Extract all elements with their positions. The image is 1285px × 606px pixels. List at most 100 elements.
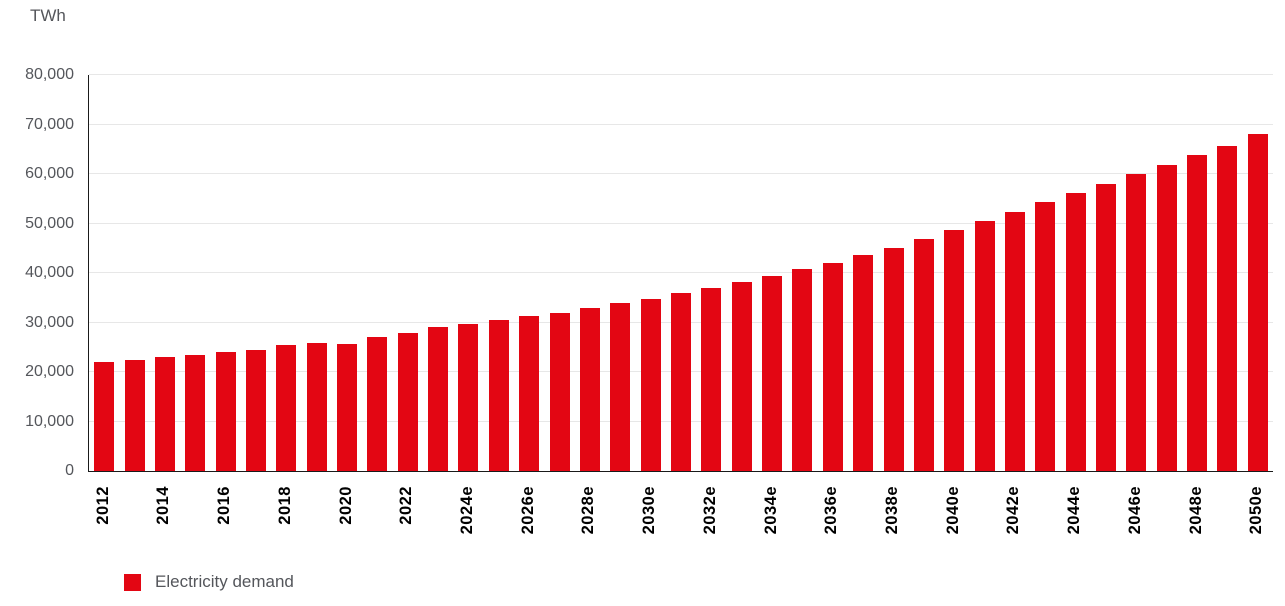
bar-2015 xyxy=(185,355,206,471)
y-tick-label-40000: 40,000 xyxy=(25,264,74,281)
x-tick-label-2024e: 2024e xyxy=(457,486,476,535)
x-tick-label-2042e: 2042e xyxy=(1004,486,1023,535)
bar-2029e xyxy=(610,303,631,471)
x-tick-label-2030e: 2030e xyxy=(640,486,659,535)
bar-slot-2039e xyxy=(909,75,939,471)
x-slot-2032e: 2032e xyxy=(695,486,725,570)
bar-slot-2041e xyxy=(969,75,999,471)
legend-color-swatch-icon xyxy=(124,573,141,591)
gridline-40000 xyxy=(89,272,1273,273)
x-slot-2038e: 2038e xyxy=(877,486,907,570)
bar-slot-2020 xyxy=(332,75,362,471)
bar-slot-2044e xyxy=(1061,75,1091,471)
bar-2021 xyxy=(367,336,388,471)
bar-2050e xyxy=(1247,133,1268,471)
x-slot-2028e: 2028e xyxy=(574,486,604,570)
plot-area xyxy=(88,74,1273,472)
bar-2024e xyxy=(458,323,479,471)
x-tick-label-2018: 2018 xyxy=(275,486,294,525)
x-tick-label-2044e: 2044e xyxy=(1065,486,1084,535)
bar-slot-2043e xyxy=(1030,75,1060,471)
bar-2045e xyxy=(1096,183,1117,471)
bar-2049e xyxy=(1217,145,1238,471)
bar-2046e xyxy=(1126,174,1147,471)
y-tick-label-0: 0 xyxy=(65,462,74,479)
x-tick-label-2012: 2012 xyxy=(93,486,112,525)
bar-slot-2035e xyxy=(787,75,817,471)
x-slot-2044e: 2044e xyxy=(1060,486,1090,570)
x-tick-label-2028e: 2028e xyxy=(579,486,598,535)
x-tick-label-2050e: 2050e xyxy=(1247,486,1266,535)
x-slot-2042e: 2042e xyxy=(999,486,1029,570)
bar-2044e xyxy=(1065,193,1086,471)
bar-2047e xyxy=(1156,165,1177,471)
x-slot-2034e: 2034e xyxy=(756,486,786,570)
bar-2040e xyxy=(944,229,965,471)
bar-slot-2023 xyxy=(423,75,453,471)
x-tick-label-2016: 2016 xyxy=(215,486,234,525)
y-tick-label-20000: 20,000 xyxy=(25,363,74,380)
bar-slot-2014 xyxy=(150,75,180,471)
bar-2017 xyxy=(245,350,266,471)
bar-slot-2050e xyxy=(1243,75,1273,471)
bar-slot-2033e xyxy=(727,75,757,471)
bar-2019 xyxy=(306,342,327,471)
x-slot-2029e xyxy=(604,486,634,570)
gridline-80000 xyxy=(89,74,1273,75)
x-slot-2039e xyxy=(908,486,938,570)
y-tick-label-30000: 30,000 xyxy=(25,313,74,331)
gridline-60000 xyxy=(89,173,1273,174)
bar-2039e xyxy=(913,238,934,471)
bar-2031e xyxy=(671,293,691,471)
x-slot-2031e xyxy=(665,486,695,570)
x-slot-2049e xyxy=(1211,486,1241,570)
x-tick-label-2046e: 2046e xyxy=(1125,486,1144,535)
x-slot-2015 xyxy=(179,486,209,570)
bar-slot-2046e xyxy=(1121,75,1151,471)
bar-slot-2032e xyxy=(696,75,726,471)
x-tick-label-2040e: 2040e xyxy=(943,486,962,535)
x-slot-2046e: 2046e xyxy=(1120,486,1150,570)
x-slot-2047e xyxy=(1151,486,1181,570)
bar-2012 xyxy=(94,362,115,471)
x-slot-2017 xyxy=(240,486,270,570)
legend: Electricity demand xyxy=(124,572,294,592)
bar-slot-2028e xyxy=(575,75,605,471)
y-tick-label-10000: 10,000 xyxy=(25,412,74,430)
bar-2037e xyxy=(853,255,874,471)
y-axis-unit-label: TWh xyxy=(30,6,66,25)
bar-slot-2036e xyxy=(818,75,848,471)
bar-2022 xyxy=(397,332,418,471)
bar-slot-2037e xyxy=(848,75,878,471)
bar-2034e xyxy=(762,276,783,471)
x-slot-2036e: 2036e xyxy=(817,486,847,570)
bar-2025e xyxy=(488,320,509,471)
bar-slot-2015 xyxy=(180,75,210,471)
x-slot-2027e xyxy=(543,486,573,570)
x-slot-2030e: 2030e xyxy=(634,486,664,570)
x-tick-label-2026e: 2026e xyxy=(518,486,537,535)
bar-2013 xyxy=(124,360,145,471)
x-slot-2048e: 2048e xyxy=(1181,486,1211,570)
x-tick-label-2014: 2014 xyxy=(154,486,173,525)
bar-slot-2013 xyxy=(119,75,149,471)
bar-2036e xyxy=(822,262,843,471)
bar-slot-2025e xyxy=(484,75,514,471)
bar-slot-2034e xyxy=(757,75,787,471)
bar-2026e xyxy=(519,316,540,471)
x-tick-label-2034e: 2034e xyxy=(761,486,780,535)
x-slot-2024e: 2024e xyxy=(452,486,482,570)
bar-2032e xyxy=(701,287,722,471)
x-tick-label-2036e: 2036e xyxy=(822,486,841,535)
x-tick-label-2048e: 2048e xyxy=(1186,486,1205,535)
x-slot-2037e xyxy=(847,486,877,570)
bar-2023 xyxy=(428,327,449,471)
bar-slot-2022 xyxy=(393,75,423,471)
gridline-50000 xyxy=(89,222,1273,224)
x-tick-label-2022: 2022 xyxy=(397,486,416,525)
bar-slot-2026e xyxy=(514,75,544,471)
bar-slot-2021 xyxy=(362,75,392,471)
x-slot-2016: 2016 xyxy=(209,486,239,570)
bar-2041e xyxy=(974,221,995,471)
bar-2018 xyxy=(276,344,297,471)
